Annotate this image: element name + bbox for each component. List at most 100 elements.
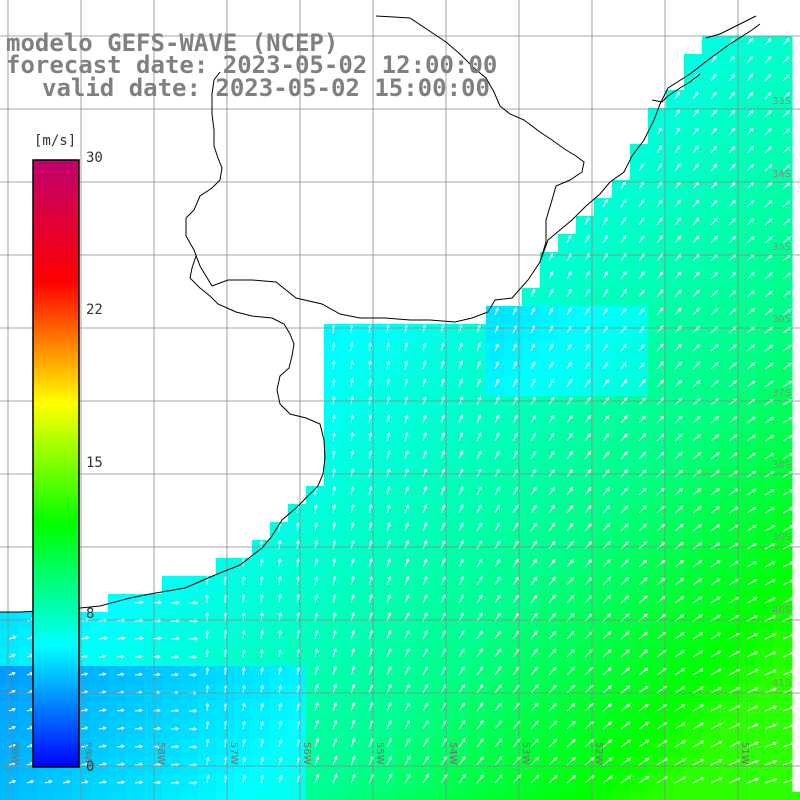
wind-speed-cell [342,648,361,667]
wind-arrow [602,234,608,244]
longitude-label: 51W [739,742,750,765]
wind-speed-cell [684,54,703,73]
wind-arrow [476,324,481,334]
wind-speed-cell [252,594,271,613]
wind-speed-cell [378,756,397,775]
wind-speed-cell [522,702,541,721]
wind-speed-cell [666,324,685,343]
wind-speed-cell [450,702,469,721]
wind-arrow [134,654,143,659]
wind-arrow [764,236,773,244]
wind-arrow [332,539,337,550]
wind-arrow [223,593,228,604]
wind-arrow [422,414,427,424]
wind-arrow [710,434,720,442]
wind-speed-cell [360,558,379,577]
wind-speed-cell [630,162,649,181]
wind-speed-cell [720,72,739,91]
wind-arrow [331,324,336,334]
wind-speed-cell [450,576,469,595]
wind-arrow [386,701,392,712]
wind-arrow [404,719,410,730]
wind-arrow [530,720,539,730]
wind-speed-cell [414,648,433,667]
wind-arrow [764,200,773,208]
wind-arrow [530,414,536,424]
wind-arrow [728,181,736,190]
wind-speed-cell [396,468,415,487]
wind-arrow [566,576,574,586]
wind-arrow [530,630,538,640]
wind-arrow [548,522,556,532]
wind-arrow [566,288,572,298]
border-line [185,218,213,287]
wind-arrow [656,145,663,154]
wind-speed-cell [360,324,379,343]
wind-arrow [458,342,463,352]
wind-arrow [278,702,283,712]
wind-speed-cell [324,666,343,685]
wind-speed-cell [738,144,757,163]
wind-arrow [584,307,590,316]
wind-arrow [332,773,338,784]
wind-speed-cell [468,378,487,397]
wind-speed-cell [468,360,487,379]
wind-speed-cell [720,90,739,109]
wind-arrow [8,671,16,676]
wind-arrow [404,432,409,442]
wind-arrow [782,56,790,64]
wind-arrow [746,488,757,496]
wind-arrow [530,486,537,496]
wind-arrow [746,560,758,568]
wind-arrow [368,467,373,478]
wind-speed-cell [594,324,613,343]
wind-speed-cell [342,342,361,361]
wind-arrow [404,557,410,568]
wind-speed-cell [360,468,379,487]
wind-arrow [692,271,700,280]
wind-arrow [386,665,392,676]
wind-arrow [692,397,701,406]
wind-arrow [404,665,410,676]
wind-speed-cell [18,792,37,800]
wind-arrow [494,504,501,514]
wind-speed-cell [558,378,577,397]
wind-speed-cell [630,306,649,325]
wind-arrow [602,703,613,712]
wind-speed-cell [234,594,253,613]
wind-arrow [566,523,574,532]
wind-arrow [728,55,735,64]
wind-arrow [566,702,576,712]
wind-arrow [350,629,355,640]
wind-speed-cell [486,540,505,559]
wind-speed-cell [612,342,631,361]
wind-arrow [692,235,700,244]
wind-speed-cell [666,288,685,307]
wind-arrow [314,683,319,694]
wind-arrow [241,666,246,676]
wind-speed-cell [504,774,523,793]
wind-speed-cell [612,450,631,469]
wind-arrow [205,648,210,658]
wind-arrow [656,271,664,280]
wind-arrow [170,672,179,677]
wind-speed-cell [216,576,235,595]
wind-speed-cell [684,198,703,217]
wind-speed-cell [666,90,685,109]
wind-arrow [260,666,264,676]
wind-arrow [296,684,301,694]
wind-speed-cell [540,306,559,325]
wind-speed-cell [522,522,541,541]
wind-arrow [458,414,463,424]
wind-arrow [386,683,392,694]
wind-speed-cell [234,774,253,793]
wind-arrow [512,504,519,514]
wind-arrow [458,684,465,694]
wind-speed-cell [522,360,541,379]
wind-speed-cell [486,324,505,343]
wind-speed-cell [738,108,757,127]
wind-arrow [98,726,107,731]
wind-speed-cell [360,630,379,649]
wind-arrow [368,629,374,640]
wind-arrow [746,669,759,676]
